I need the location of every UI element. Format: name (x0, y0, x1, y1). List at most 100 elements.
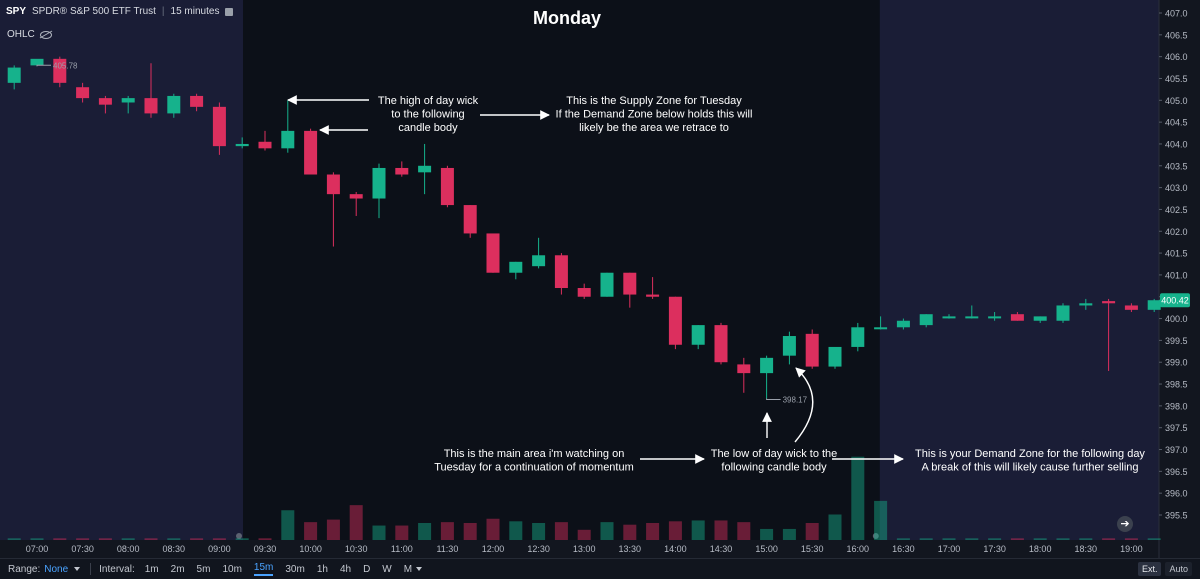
candle[interactable] (509, 261, 523, 280)
interval-button-1m[interactable]: 1m (144, 563, 159, 575)
session-marker-icon (872, 533, 879, 539)
settings-square-icon[interactable] (225, 7, 234, 16)
volume-bar (874, 500, 888, 540)
candle-body (760, 357, 774, 374)
candle[interactable] (532, 237, 546, 269)
candle[interactable] (714, 322, 728, 365)
candle[interactable] (395, 161, 409, 177)
candle[interactable] (258, 130, 272, 151)
candle[interactable] (942, 314, 956, 319)
candle[interactable] (577, 283, 591, 299)
scroll-to-realtime-icon[interactable]: ➔ (1117, 516, 1133, 532)
candle[interactable] (304, 128, 318, 175)
candle-body (76, 87, 90, 99)
candle[interactable] (1033, 316, 1047, 323)
interval-toolbar-label: Interval: (99, 563, 135, 575)
annotation-arrow (794, 367, 814, 443)
interval-button-1h[interactable]: 1h (316, 563, 328, 575)
symbol-ticker[interactable]: SPY (6, 6, 27, 17)
candle[interactable] (623, 272, 637, 308)
volume-bar (121, 538, 135, 540)
candle-body (258, 141, 272, 149)
candle-body (668, 296, 682, 345)
annotation-line: The high of day wick (378, 95, 479, 107)
candle[interactable] (463, 205, 477, 238)
price-chart[interactable]: 395.5 396.0 396.5 397.0 397.5 398.0 398.5 399.0… (0, 0, 1200, 558)
candle[interactable] (190, 93, 204, 112)
ohlc-legend: OHLC (7, 29, 52, 40)
auto-scale-button[interactable]: Auto (1165, 562, 1192, 576)
candle[interactable] (760, 355, 774, 399)
chevron-down-icon[interactable] (416, 567, 423, 571)
extended-hours-button[interactable]: Ext. (1137, 562, 1162, 576)
candle[interactable] (600, 272, 614, 297)
interval-button-2m[interactable]: 2m (170, 563, 185, 575)
annotation-text: This is the Supply Zone for Tuesday If th… (556, 95, 753, 134)
candle[interactable] (646, 277, 660, 299)
interval-button-w[interactable]: W (382, 563, 392, 575)
interval-button-d[interactable]: D (363, 563, 371, 575)
candle[interactable] (851, 322, 865, 352)
candle[interactable] (440, 165, 454, 208)
interval-label[interactable]: 15 minutes (170, 6, 220, 17)
interval-button-30m[interactable]: 30m (285, 563, 305, 575)
candle[interactable] (53, 56, 67, 88)
candle[interactable] (691, 325, 705, 350)
candle[interactable] (76, 82, 90, 103)
candle[interactable] (988, 312, 1002, 321)
candle[interactable] (782, 331, 796, 365)
interval-button-15m[interactable]: 15m (253, 562, 274, 576)
y-tick-label: 396.0 (1165, 489, 1188, 499)
candle[interactable] (167, 93, 181, 118)
y-tick-label: 401.0 (1165, 270, 1188, 280)
annotation-line: A break of this will likely cause furthe… (921, 462, 1138, 474)
candle-body (782, 336, 796, 356)
x-tick-label: 11:00 (391, 544, 413, 554)
candle-body (532, 255, 546, 267)
candle[interactable] (486, 233, 500, 273)
candle[interactable] (144, 63, 158, 118)
interval-button-10m[interactable]: 10m (222, 563, 242, 575)
candle[interactable] (896, 318, 910, 330)
interval-button-5m[interactable]: 5m (196, 563, 211, 575)
candle[interactable] (212, 102, 226, 155)
candle[interactable] (1010, 312, 1024, 321)
candle[interactable] (919, 314, 933, 328)
candle[interactable] (737, 357, 751, 393)
candle-body (326, 174, 340, 195)
candle[interactable] (281, 100, 295, 153)
candle[interactable] (805, 329, 819, 369)
candle-body (349, 194, 363, 199)
candle[interactable] (1124, 303, 1138, 313)
interval-button-m[interactable]: M (403, 563, 413, 575)
candle[interactable] (1079, 298, 1093, 310)
candle[interactable] (668, 296, 682, 350)
range-select[interactable]: None (44, 563, 69, 575)
candle[interactable] (98, 95, 112, 114)
y-tick-label: 396.5 (1165, 467, 1188, 477)
candle-body (600, 272, 614, 297)
candle-body (372, 167, 386, 199)
candle[interactable] (1147, 298, 1161, 313)
candle[interactable] (418, 143, 432, 195)
candle[interactable] (372, 163, 386, 219)
candle[interactable] (828, 346, 842, 369)
annotation-text: This is your Demand Zone for the followi… (915, 448, 1145, 474)
candle[interactable] (349, 191, 363, 216)
volume-bar (372, 525, 386, 540)
chevron-down-icon[interactable] (74, 567, 81, 571)
candle[interactable] (874, 316, 888, 330)
candle[interactable] (965, 305, 979, 319)
x-tick-label: 07:00 (26, 544, 49, 554)
candle[interactable] (235, 137, 249, 149)
candle[interactable] (554, 253, 568, 295)
eye-hidden-icon[interactable] (39, 30, 52, 39)
candle[interactable] (326, 172, 340, 247)
candle[interactable] (1102, 298, 1116, 371)
candle[interactable] (7, 65, 21, 90)
interval-button-4h[interactable]: 4h (339, 563, 352, 575)
x-tick-label: 17:00 (938, 544, 961, 554)
candle[interactable] (1056, 303, 1070, 323)
candle[interactable] (121, 95, 135, 114)
candle-body (1010, 314, 1024, 321)
